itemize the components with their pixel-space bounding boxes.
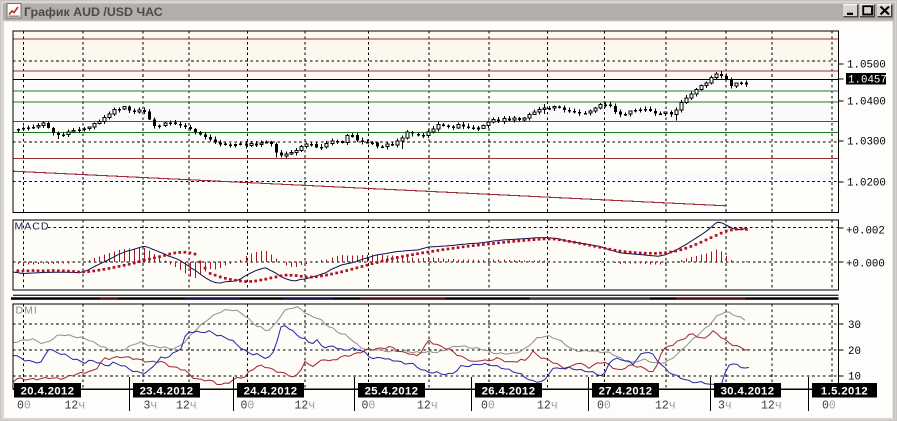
svg-text:00: 00 [17,400,31,413]
svg-text:00: 00 [822,400,836,413]
svg-text:30.4.2012: 30.4.2012 [721,386,775,398]
svg-text:23.4.2012: 23.4.2012 [140,386,194,398]
svg-text:+0.002: +0.002 [846,226,885,238]
svg-text:1.5.2012: 1.5.2012 [821,386,868,398]
svg-text:12ч: 12ч [761,400,782,413]
svg-text:График AUD /USD ЧАС: График AUD /USD ЧАС [24,5,163,19]
svg-text:3ч: 3ч [718,400,732,413]
svg-text:20: 20 [848,346,861,358]
svg-text:00: 00 [481,400,495,413]
svg-text:12ч: 12ч [655,400,676,413]
svg-text:00: 00 [241,400,255,413]
svg-text:1.0400: 1.0400 [847,97,886,109]
svg-text:12ч: 12ч [417,400,438,413]
svg-text:00: 00 [362,400,376,413]
svg-text:20.4.2012: 20.4.2012 [21,386,75,398]
svg-text:00: 00 [597,400,611,413]
svg-text:+0.000: +0.000 [846,259,885,271]
svg-text:DMI: DMI [16,305,38,317]
svg-text:1.0457: 1.0457 [848,75,887,87]
svg-text:26.4.2012: 26.4.2012 [482,386,536,398]
svg-text:25.4.2012: 25.4.2012 [365,386,419,398]
svg-text:3ч: 3ч [144,400,158,413]
svg-text:MACD: MACD [15,221,50,233]
svg-text:1.0200: 1.0200 [847,178,886,190]
svg-text:10: 10 [848,372,861,384]
svg-text:12ч: 12ч [176,400,197,413]
svg-text:27.4.2012: 27.4.2012 [599,386,653,398]
svg-text:30: 30 [848,320,861,332]
svg-text:12ч: 12ч [295,400,316,413]
svg-text:12ч: 12ч [537,400,558,413]
svg-text:1.0300: 1.0300 [847,137,886,149]
svg-text:1.0500: 1.0500 [847,60,886,72]
svg-text:24.4.2012: 24.4.2012 [244,386,298,398]
svg-text:12ч: 12ч [65,400,86,413]
